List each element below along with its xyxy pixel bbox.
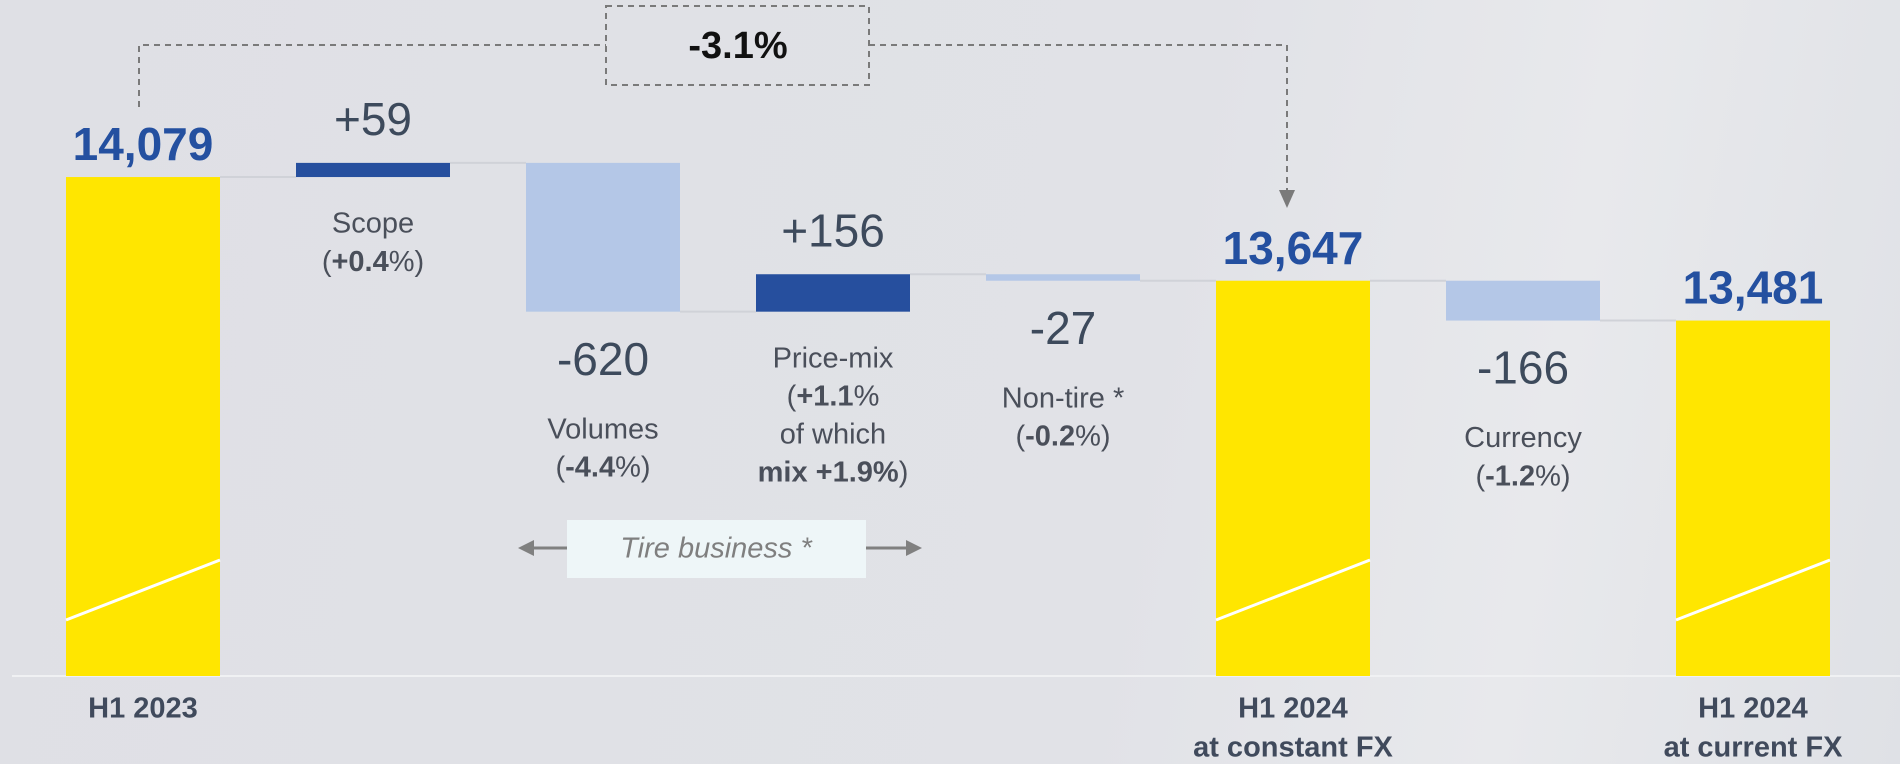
annotation: -3.1% [688, 25, 787, 67]
arrow-head [518, 540, 534, 556]
bar [1446, 280, 1600, 321]
bar [1216, 280, 1370, 676]
note: (+1.1% [787, 380, 880, 412]
bar [296, 162, 450, 178]
x-tick-label: at constant FX [1193, 732, 1393, 764]
bar [526, 162, 680, 312]
bar [756, 274, 910, 312]
note: mix +1.9%) [758, 456, 909, 488]
note-part: %) [1535, 460, 1570, 492]
x-tick-label: Scope [332, 208, 414, 240]
note-part: -0.2 [1025, 420, 1075, 452]
x-tick-label: Volumes [547, 413, 658, 445]
x-tick-label: Non-tire * [1002, 382, 1125, 414]
note-part: ( [787, 380, 797, 412]
note-part: ) [899, 456, 909, 488]
value-label: +59 [334, 93, 412, 145]
annotation-box [605, 5, 870, 86]
note-part: mix +1.9% [758, 456, 899, 488]
axis-break [1675, 558, 1831, 622]
x-tick-label: Price-mix [773, 342, 894, 374]
x-tick-label: Currency [1464, 422, 1582, 454]
value-label: -620 [557, 333, 649, 385]
note-part: -1.2 [1485, 460, 1535, 492]
group-marker: Tire business * [518, 520, 922, 578]
note-part: ( [1015, 420, 1025, 452]
value-label: 13,647 [1223, 222, 1364, 274]
change-bracket [138, 5, 1288, 190]
note-part: +1.1 [796, 380, 853, 412]
axis-break [1215, 558, 1371, 622]
note-part: %) [615, 451, 650, 483]
note-part: -4.4 [565, 451, 615, 483]
note-part: ( [555, 451, 565, 483]
value-label: -27 [1030, 302, 1096, 354]
note-part: ( [1475, 460, 1485, 492]
arrow-head [1279, 190, 1295, 208]
bar [66, 177, 220, 677]
axis-break [65, 558, 221, 622]
note-part: % [854, 380, 880, 412]
note: (-0.2%) [1015, 420, 1110, 452]
group-box [567, 520, 866, 578]
group-label: Tire business * [620, 533, 813, 565]
note: of which [780, 418, 886, 450]
note-part: %) [389, 246, 424, 278]
note: (+0.4%) [322, 246, 424, 278]
note-part: of which [780, 418, 886, 450]
x-tick-label: at current FX [1664, 732, 1844, 764]
note-part: ( [322, 246, 332, 278]
bar [986, 274, 1140, 281]
note: (-1.2%) [1475, 460, 1570, 492]
x-tick-label: H1 2024 [1238, 693, 1348, 725]
note-part: +0.4 [331, 246, 388, 278]
note-part: %) [1075, 420, 1110, 452]
value-label: +156 [781, 204, 885, 256]
x-tick-label: H1 2024 [1698, 693, 1808, 725]
arrow-head [906, 540, 922, 556]
bracket-right [869, 44, 1288, 190]
bar [1676, 320, 1830, 676]
x-tick-label: H1 2023 [88, 693, 198, 725]
value-label: -166 [1477, 342, 1569, 394]
value-label: 13,481 [1683, 262, 1824, 314]
note: (-4.4%) [555, 451, 650, 483]
value-label: 14,079 [73, 118, 214, 170]
